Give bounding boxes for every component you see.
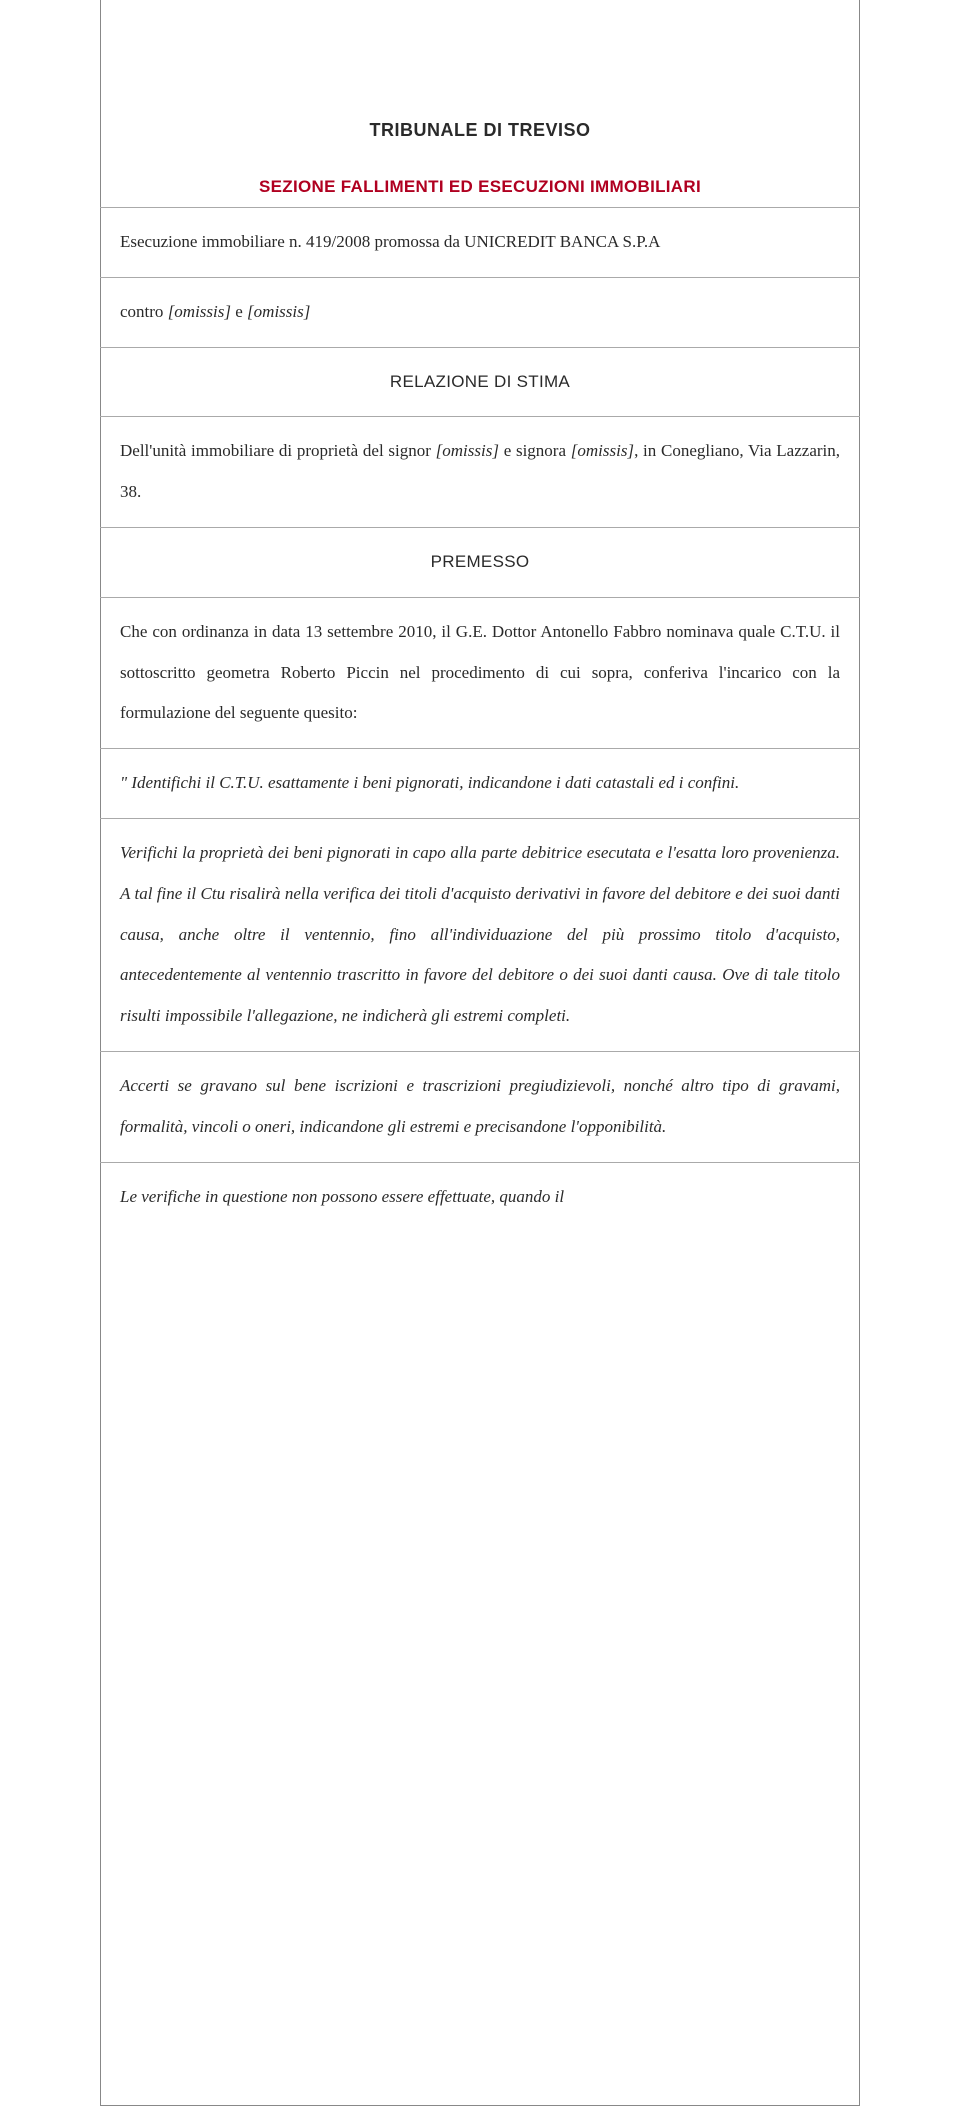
unit-mid: e signora xyxy=(499,441,571,460)
court-title: TRIBUNALE DI TREVISO xyxy=(120,120,840,177)
quesito-2: Verifichi la proprietà dei beni pignorat… xyxy=(100,818,860,1051)
ordinanza-paragraph: Che con ordinanza in data 13 settembre 2… xyxy=(100,597,860,748)
document-content: TRIBUNALE DI TREVISO SEZIONE FALLIMENTI … xyxy=(100,120,860,1231)
case-line: Esecuzione immobiliare n. 419/2008 promo… xyxy=(100,207,860,277)
quesito-1-text: " Identifichi il C.T.U. esattamente i be… xyxy=(120,773,739,792)
quesito-3-text: Accerti se gravano sul bene iscrizioni e… xyxy=(120,1076,840,1136)
case-text: Esecuzione immobiliare n. 419/2008 promo… xyxy=(120,232,660,251)
omissis-1: [omissis] xyxy=(168,302,231,321)
omissis-2: [omissis] xyxy=(247,302,310,321)
premesso-heading-row: PREMESSO xyxy=(100,527,860,597)
quesito-2-text: Verifichi la proprietà dei beni pignorat… xyxy=(120,843,840,1025)
contro-label: contro xyxy=(120,302,168,321)
omissis-3: [omissis] xyxy=(436,441,499,460)
unit-description: Dell'unità immobiliare di proprietà del … xyxy=(100,416,860,527)
relazione-heading: RELAZIONE DI STIMA xyxy=(390,372,570,391)
quesito-1: " Identifichi il C.T.U. esattamente i be… xyxy=(100,748,860,818)
document-page: TRIBUNALE DI TREVISO SEZIONE FALLIMENTI … xyxy=(0,0,960,2126)
e-1: e xyxy=(231,302,247,321)
contro-line: contro [omissis] e [omissis] xyxy=(100,277,860,347)
title-block: TRIBUNALE DI TREVISO SEZIONE FALLIMENTI … xyxy=(100,120,860,207)
premesso-heading: PREMESSO xyxy=(431,552,530,571)
section-subtitle: SEZIONE FALLIMENTI ED ESECUZIONI IMMOBIL… xyxy=(120,177,840,207)
ordinanza-text: Che con ordinanza in data 13 settembre 2… xyxy=(120,622,840,723)
quesito-4-text: Le verifiche in questione non possono es… xyxy=(120,1187,564,1206)
quesito-3: Accerti se gravano sul bene iscrizioni e… xyxy=(100,1051,860,1162)
quesito-4: Le verifiche in questione non possono es… xyxy=(100,1162,860,1232)
relazione-heading-row: RELAZIONE DI STIMA xyxy=(100,347,860,417)
omissis-4: [omissis] xyxy=(571,441,634,460)
unit-pre: Dell'unità immobiliare di proprietà del … xyxy=(120,441,436,460)
